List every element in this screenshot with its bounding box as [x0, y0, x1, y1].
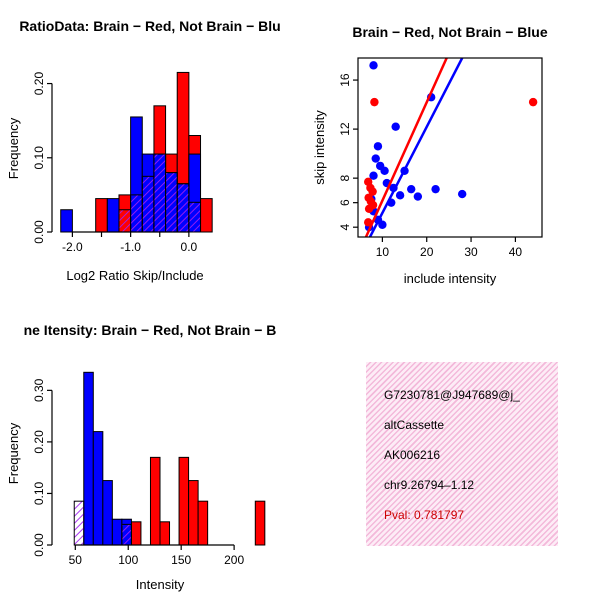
y-tick-label: 0.10 [32, 481, 46, 505]
fit-line-blue [368, 58, 464, 237]
scatter-point-blue [457, 189, 467, 199]
hist-bar-red [159, 521, 171, 546]
panel-scatter: Brain − Red, Not Brain − Blue 10 20 30 40 4 6… [300, 0, 600, 300]
scatter-point-blue [378, 220, 387, 229]
info-pval: Pval: 0.781797 [384, 508, 465, 522]
hist-bar-red [95, 198, 108, 233]
hist-bar-overlap [153, 153, 167, 233]
y-tick-label: 12 [338, 122, 352, 136]
ratio-hist-title: RatioData: Brain − Red, Not Brain − Blu [19, 18, 281, 34]
scatter-point-blue [413, 192, 423, 201]
scatter-point-red [364, 204, 374, 214]
fit-line-red [364, 58, 448, 237]
scatter-point-blue [431, 184, 440, 194]
y-tick-label: 0.00 [32, 220, 46, 244]
hist-bar-overlap [176, 183, 190, 233]
info-accession: AK006216 [384, 448, 441, 462]
panel-intensity-histogram: ne Itensity: Brain − Red, Not Brain − B … [0, 300, 300, 600]
scatter-point-blue [380, 166, 389, 175]
x-tick-label: 150 [171, 553, 191, 567]
hist-bar-blue [102, 480, 113, 546]
hist-bar-red [130, 521, 142, 546]
x-tick-label: 100 [118, 553, 138, 567]
scatter-point-blue [391, 122, 400, 131]
hist-bar-blue [92, 431, 104, 546]
y-axis-label: Frequency [6, 422, 21, 484]
hist-bar-overlap [141, 175, 155, 233]
scatter-point-blue [371, 154, 380, 163]
hist-bar-overlap [188, 201, 202, 233]
plot-box [357, 57, 543, 238]
x-axis-label: Intensity [136, 577, 185, 592]
hist-bar-blue [111, 518, 123, 546]
hist-bar-red [254, 500, 266, 546]
hist-bar-overlap [73, 500, 85, 546]
scatter-point-blue [369, 61, 378, 70]
scatter-point-red [528, 97, 538, 107]
x-tick-label: 40 [509, 245, 523, 259]
x-axis-label: Log2 Ratio Skip/Include [66, 268, 203, 283]
hist-bar-overlap [118, 209, 132, 233]
info-chromosome: chr9.26794–1.12 [384, 478, 475, 492]
hist-bar-overlap [165, 172, 178, 233]
x-tick-label: 200 [224, 553, 244, 567]
info-event-type: altCassette [384, 418, 445, 432]
scatter-title: Brain − Red, Not Brain − Blue [352, 24, 548, 40]
info-box: G7230781@J947689@j_ altCassette AK006216… [366, 362, 558, 546]
y-tick-label: 6 [338, 199, 352, 206]
scatter-point-red [370, 97, 379, 107]
y-tick-label: 0.00 [32, 533, 46, 557]
y-tick-label: 0.10 [32, 146, 46, 170]
y-axis-label: skip intensity [312, 110, 327, 185]
scatter-point-blue [369, 171, 378, 180]
hist-bar-blue [106, 198, 120, 233]
x-tick-label: 0.0 [181, 240, 198, 254]
panel-ratio-histogram: RatioData: Brain − Red, Not Brain − Blu … [0, 0, 300, 300]
info-gene-id: G7230781@J947689@j_ [384, 388, 520, 402]
x-axis-label: include intensity [404, 271, 497, 286]
hist-bar-red [178, 456, 190, 546]
x-tick-label: -1.0 [120, 240, 141, 254]
y-tick-label: 8 [338, 174, 352, 181]
scatter-point-blue [407, 184, 416, 194]
ratio-histogram-chart: -2.0 -1.0 0.0 0.00 0.10 0.20 Log2 Ratio Skip/I… [6, 72, 213, 283]
x-tick-label: 30 [464, 245, 478, 259]
y-tick-label: 0.30 [32, 378, 46, 402]
hist-bar-red [197, 500, 209, 546]
scatter-point-blue [395, 191, 405, 200]
y-tick-label: 16 [338, 73, 352, 87]
scatter-point-red [368, 187, 377, 196]
panel-info: G7230781@J947689@j_ altCassette AK006216… [300, 300, 600, 600]
hist-bar-overlap [130, 194, 143, 233]
scatter-point-blue [373, 142, 383, 151]
x-tick-label: 50 [69, 553, 83, 567]
hist-bar-blue [83, 371, 94, 546]
x-tick-label: 20 [420, 245, 434, 259]
hist-bar-red [188, 480, 199, 546]
hist-bar-blue [60, 209, 73, 233]
y-tick-label: 0.20 [32, 72, 46, 96]
hist-bar-overlap [121, 523, 132, 546]
y-tick-label: 4 [338, 224, 352, 231]
x-tick-label: 10 [376, 245, 390, 259]
hist-bar-red [149, 456, 161, 546]
intensity-scatter-chart: 10 20 30 40 4 6 8 12 16 include intensity skip int… [312, 57, 543, 286]
x-tick-label: -2.0 [62, 240, 83, 254]
intensity-hist-title: ne Itensity: Brain − Red, Not Brain − B [23, 322, 277, 338]
y-tick-label: 0.20 [32, 430, 46, 454]
y-axis-label: Frequency [6, 117, 21, 179]
hist-bar-red [200, 198, 213, 233]
intensity-histogram-chart: 50 100 150 200 0.00 0.10 0.20 0.30 Intensity Freq… [6, 371, 266, 592]
